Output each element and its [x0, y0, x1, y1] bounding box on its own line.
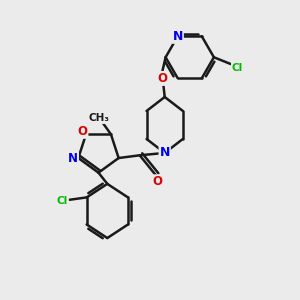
- Text: O: O: [152, 175, 162, 188]
- Text: O: O: [77, 125, 88, 138]
- Text: Cl: Cl: [232, 63, 243, 73]
- Text: Cl: Cl: [57, 196, 68, 206]
- Text: N: N: [160, 146, 170, 159]
- Text: N: N: [172, 30, 183, 43]
- Text: O: O: [157, 72, 167, 85]
- Text: N: N: [68, 152, 78, 164]
- Text: CH₃: CH₃: [88, 113, 109, 123]
